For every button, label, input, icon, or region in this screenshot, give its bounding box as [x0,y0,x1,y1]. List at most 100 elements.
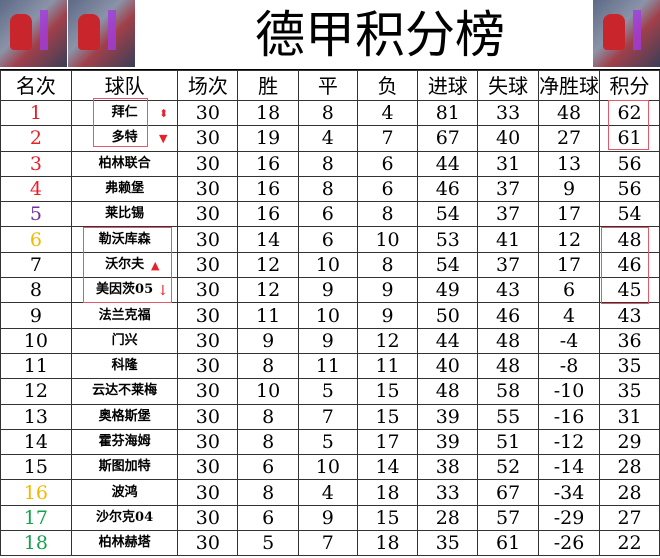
cell-played: 30 [177,175,239,203]
cell-gf: 28 [417,504,479,532]
cell-rank: 14 [0,428,72,456]
cell-w: 6 [237,504,299,532]
cell-w: 16 [237,201,299,228]
cell-played: 30 [177,454,239,481]
highlight-box-points-top2 [608,100,649,150]
cell-gd: -8 [538,352,601,380]
table-row: 1 拜仁 30 18 8 4 81 33 48 62 [0,99,660,127]
cell-d: 7 [297,530,358,557]
cell-rank: 9 [0,302,72,329]
cell-d: 10 [297,251,358,279]
cell-gf: 39 [417,403,479,430]
cell-l: 8 [356,201,419,228]
cell-gd: 12 [538,226,601,253]
cell-rank: 15 [0,454,72,481]
column-header: 积分 [599,70,660,101]
cell-pts: 27 [599,504,660,532]
cell-gf: 39 [417,428,479,456]
cell-l: 9 [356,302,419,329]
cell-pts: 36 [599,327,660,354]
table-row: 18 柏林赫塔 30 5 7 18 35 61 -26 22 [0,530,660,557]
table-row: 2 多特 30 19 4 7 67 40 27 61 [0,125,660,152]
cell-played: 30 [177,428,239,456]
cell-team: 拜仁 [70,99,179,127]
cell-gd: 17 [538,251,601,279]
table-row: 13 奥格斯堡 30 8 7 15 39 55 -16 31 [0,403,660,430]
cell-l: 15 [356,403,419,430]
cell-l: 14 [356,454,419,481]
cell-d: 8 [297,99,358,127]
cell-ga: 51 [477,428,540,456]
arrow-up-down-icon: ⬍ [159,107,169,120]
cell-team: 多特 [70,125,179,152]
table-row: 6 勒沃库森 30 14 6 10 53 41 12 48 [0,226,660,253]
cell-ga: 37 [477,175,540,203]
cell-rank: 3 [0,150,72,177]
cell-team: 门兴 [70,327,179,354]
cell-gf: 33 [417,479,479,506]
cell-played: 30 [177,150,239,177]
cell-w: 14 [237,226,299,253]
cell-ga: 37 [477,251,540,279]
cell-ga: 33 [477,99,540,127]
cell-d: 5 [297,428,358,456]
cell-l: 6 [356,150,419,177]
cell-pts: 62 [599,99,660,127]
cell-pts: 35 [599,352,660,380]
cell-l: 15 [356,504,419,532]
header-row: 名次 球队 场次胜平负进球 失球 净胜球 积分 [0,70,660,101]
cell-l: 8 [356,251,419,279]
cell-d: 8 [297,150,358,177]
cell-played: 30 [177,327,239,354]
cell-rank: 13 [0,403,72,430]
cell-team: 奥格斯堡 [70,403,179,430]
column-header: 名次 [0,70,72,101]
arrow-down-icon: ↓ [157,283,169,299]
cell-gd: 13 [538,150,601,177]
cell-w: 8 [237,428,299,456]
table-row: 11 科隆 30 8 11 11 40 48 -8 35 [0,352,660,380]
cell-d: 9 [297,277,358,304]
column-header: 场次 [177,70,239,101]
cell-l: 12 [356,327,419,354]
table-row: 4 弗赖堡 30 16 8 6 46 37 9 56 [0,175,660,203]
cell-ga: 48 [477,327,540,354]
cell-gf: 50 [417,302,479,329]
cell-team: 斯图加特 [70,454,179,481]
cell-l: 17 [356,428,419,456]
cell-pts: 56 [599,150,660,177]
cell-played: 30 [177,302,239,329]
column-header: 负 [356,70,419,101]
cell-d: 10 [297,302,358,329]
cell-ga: 46 [477,302,540,329]
cell-d: 6 [297,226,358,253]
cell-played: 30 [177,504,239,532]
column-header: 进球 [417,70,479,101]
cell-played: 30 [177,479,239,506]
cell-w: 8 [237,479,299,506]
cell-gf: 46 [417,175,479,203]
cell-team: 波鸿 [70,479,179,506]
cell-l: 18 [356,479,419,506]
highlight-box-6-8 [83,227,172,303]
table-row: 5 莱比锡 30 16 6 8 54 37 17 54 [0,201,660,228]
cell-ga: 48 [477,352,540,380]
cell-w: 18 [237,99,299,127]
cell-played: 30 [177,277,239,304]
cell-gf: 38 [417,454,479,481]
cell-gd: -4 [538,327,601,354]
cell-rank: 16 [0,479,72,506]
highlight-box-points-6-8 [601,227,649,304]
cell-played: 30 [177,226,239,253]
cell-rank: 2 [0,125,72,152]
cell-team: 沃尔夫 [70,251,179,279]
cell-l: 15 [356,378,419,405]
cell-gd: 17 [538,201,601,228]
table-row: 8 美因茨05 30 12 9 9 49 43 6 45 [0,277,660,304]
cell-rank: 11 [0,352,72,380]
highlight-box-top2 [93,98,148,147]
cell-pts: 61 [599,125,660,152]
cell-d: 6 [297,201,358,228]
cell-l: 9 [356,277,419,304]
cell-w: 12 [237,277,299,304]
